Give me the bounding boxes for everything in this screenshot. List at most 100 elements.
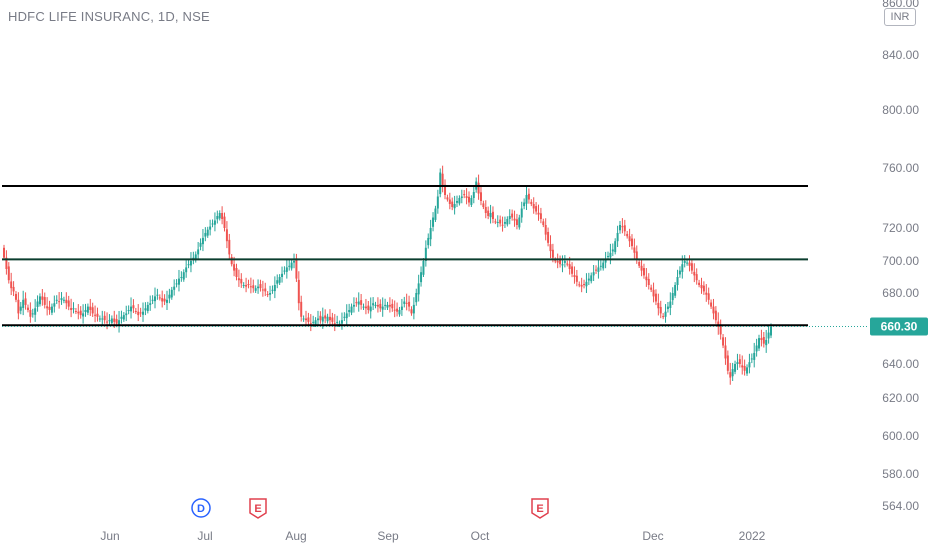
candle xyxy=(758,334,761,352)
candle xyxy=(36,295,39,312)
candle xyxy=(391,299,394,312)
candle xyxy=(125,305,128,322)
candle xyxy=(549,235,552,259)
candle xyxy=(398,306,401,317)
candle xyxy=(439,168,442,198)
candle xyxy=(182,269,185,282)
time-axis[interactable]: Jun Jul Aug Sep Oct Dec 2022 xyxy=(100,529,765,543)
candle xyxy=(293,253,296,269)
candle xyxy=(585,273,588,293)
candle xyxy=(614,238,617,255)
candle xyxy=(566,260,569,267)
candle xyxy=(479,186,482,206)
candle xyxy=(460,189,463,204)
candle xyxy=(110,315,113,326)
candle xyxy=(640,258,643,277)
candle xyxy=(539,207,542,224)
candle xyxy=(305,310,308,327)
candle xyxy=(26,304,29,313)
candle xyxy=(422,258,425,277)
candle xyxy=(290,259,293,271)
candle xyxy=(405,293,408,311)
price-tick-label: 564.00 xyxy=(882,499,919,513)
last-price-label: 660.30 xyxy=(881,319,918,333)
candle xyxy=(412,297,415,320)
dividend-event-icon[interactable]: D xyxy=(191,498,211,518)
candle xyxy=(530,199,533,207)
price-tick-label: 720.00 xyxy=(882,221,919,235)
candle xyxy=(132,299,135,314)
candle xyxy=(578,281,581,288)
candle xyxy=(424,240,427,267)
candle xyxy=(86,303,89,316)
time-tick-label: Oct xyxy=(471,529,490,543)
time-tick-label: Jul xyxy=(197,529,212,543)
candle xyxy=(350,303,353,316)
candle xyxy=(760,329,763,347)
candle xyxy=(31,308,34,318)
time-tick-label: Aug xyxy=(285,529,306,543)
candle xyxy=(513,210,516,227)
candle xyxy=(477,174,480,200)
candle xyxy=(501,216,504,232)
candle xyxy=(67,295,70,311)
candle xyxy=(556,253,559,269)
candle xyxy=(364,298,367,315)
candle xyxy=(587,272,590,285)
candle xyxy=(264,282,267,297)
candle xyxy=(467,191,470,207)
candle xyxy=(14,291,17,303)
candle xyxy=(154,287,157,309)
candle xyxy=(748,353,751,374)
candle xyxy=(662,313,665,320)
candle xyxy=(65,292,68,310)
symbol-title: HDFC LIFE INSURANC, 1D, NSE xyxy=(8,9,210,24)
time-tick-label: Jun xyxy=(100,529,119,543)
candle xyxy=(702,281,705,295)
candle xyxy=(352,297,355,313)
candle xyxy=(156,288,159,300)
candle xyxy=(173,279,176,296)
candle xyxy=(120,310,123,324)
candle xyxy=(678,266,681,278)
candle xyxy=(345,304,348,326)
earnings-event-icon[interactable]: E xyxy=(531,498,549,519)
candle xyxy=(595,265,598,274)
candle xyxy=(559,255,562,268)
candle xyxy=(82,304,85,324)
candle xyxy=(441,165,444,193)
price-tick-label: 800.00 xyxy=(882,103,919,117)
candle xyxy=(527,188,530,204)
candle xyxy=(103,311,106,324)
last-price-badge xyxy=(870,317,928,336)
candle xyxy=(535,202,538,215)
candle xyxy=(381,297,384,317)
candle xyxy=(707,287,710,305)
candle xyxy=(465,188,468,205)
candle xyxy=(393,300,396,318)
candle xyxy=(573,266,576,284)
candle xyxy=(635,245,638,264)
candle xyxy=(70,298,73,318)
candle xyxy=(333,314,336,332)
candle xyxy=(175,279,178,288)
candle xyxy=(283,266,286,275)
candle xyxy=(221,206,224,225)
candle xyxy=(295,253,298,282)
candle xyxy=(300,295,303,322)
earnings-event-icon[interactable]: E xyxy=(249,498,267,519)
candle xyxy=(24,292,27,310)
price-axis[interactable]: 860.00 840.00 800.00 760.00 720.00 700.00 680.… xyxy=(882,0,919,513)
currency-badge[interactable]: INR xyxy=(884,8,916,26)
candle xyxy=(722,334,725,349)
candle xyxy=(199,238,202,251)
candle xyxy=(496,215,499,228)
candle xyxy=(101,310,104,325)
candle xyxy=(590,272,593,284)
candle xyxy=(432,212,435,232)
candle xyxy=(360,294,363,310)
candle xyxy=(494,218,497,225)
